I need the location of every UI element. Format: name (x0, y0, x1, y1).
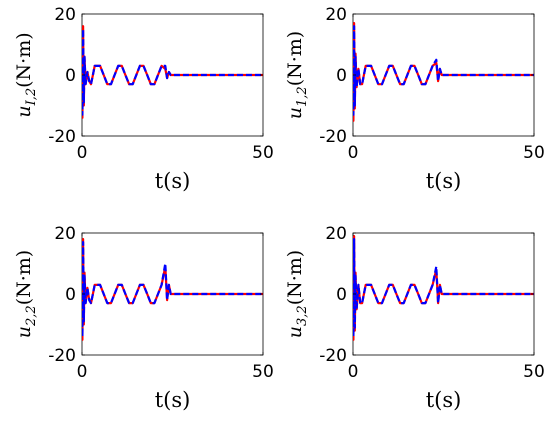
x-axis-label: t(s) (426, 169, 462, 193)
series-line-1 (353, 235, 534, 341)
y-label-subscript: I,2 (24, 88, 39, 107)
x-tick-label: 0 (77, 143, 88, 163)
y-tick-label: -20 (319, 127, 347, 147)
x-tick-label: 50 (252, 143, 274, 163)
subplot-3: 200-200 50t(s)u2,2(N·m) (13, 224, 274, 412)
y-label-subscript: 1,2 (295, 86, 310, 107)
y-tick-label: 0 (65, 285, 76, 305)
y-label-symbol: u (284, 326, 306, 338)
x-tick-label: 0 (348, 143, 359, 163)
x-axis-label: t(s) (426, 388, 462, 412)
y-label-unit: (N·m) (284, 250, 306, 306)
y-label-symbol: u (13, 105, 35, 117)
y-axis-label: u3,2(N·m) (284, 250, 310, 338)
x-tick-label: 50 (523, 143, 545, 163)
y-tick-label: 20 (54, 5, 76, 25)
x-tick-label: 50 (252, 362, 274, 382)
series-line-2 (82, 28, 263, 116)
y-axis-label: u2,2(N·m) (13, 250, 39, 338)
y-label-symbol: u (284, 107, 306, 119)
y-tick-label: 20 (325, 5, 347, 25)
y-tick-label: 20 (54, 224, 76, 244)
x-axis-label: t(s) (155, 169, 191, 193)
y-axis-label: u1,2(N·m) (284, 31, 310, 119)
subplot-2: 200-200 50t(s)u1,2(N·m) (284, 5, 545, 193)
y-tick-label: 0 (336, 66, 347, 86)
x-axis-label: t(s) (155, 388, 191, 412)
y-tick-label: 0 (336, 285, 347, 305)
y-tick-label: -20 (319, 346, 347, 366)
y-label-subscript: 2,2 (24, 305, 39, 327)
x-tick-label: 0 (77, 362, 88, 382)
series-line-1 (82, 238, 263, 341)
series-line-2 (353, 25, 534, 116)
y-tick-label: -20 (48, 127, 76, 147)
y-tick-label: 0 (65, 66, 76, 86)
y-axis-label: uI,2(N·m) (13, 32, 39, 117)
y-label-subscript: 3,2 (295, 305, 310, 326)
series-line-1 (82, 25, 263, 119)
y-label-unit: (N·m) (13, 250, 35, 306)
series-line-2 (82, 241, 263, 338)
x-tick-label: 50 (523, 362, 545, 382)
x-tick-label: 0 (348, 362, 359, 382)
y-tick-label: 20 (325, 224, 347, 244)
subplot-1: 200-200 50t(s)uI,2(N·m) (13, 5, 274, 193)
y-label-unit: (N·m) (13, 32, 35, 88)
series-line-2 (353, 238, 534, 338)
y-label-symbol: u (13, 326, 35, 338)
y-label-unit: (N·m) (284, 31, 306, 87)
y-tick-label: -20 (48, 346, 76, 366)
subplot-4: 200-200 50t(s)u3,2(N·m) (284, 224, 545, 412)
series-line-1 (353, 22, 534, 122)
